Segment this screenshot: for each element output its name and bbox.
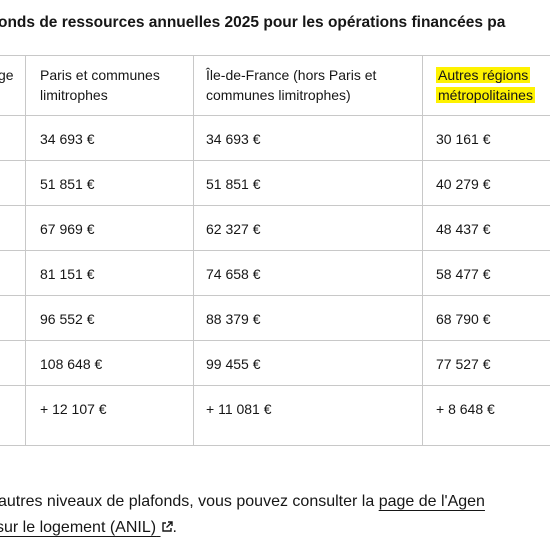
header-cell: Île-de-France (hors Paris et communes li… — [206, 65, 411, 105]
table-cell: 51 851 € — [40, 176, 95, 192]
table-cell: 81 151 € — [40, 266, 95, 282]
table-cell: 58 477 € — [436, 266, 491, 282]
table-cell: 48 437 € — [436, 221, 491, 237]
table-cell: 108 648 € — [40, 356, 103, 372]
header-text: Autres régions métropolitaines — [436, 67, 535, 103]
header-text: ge — [0, 67, 14, 83]
row-border — [0, 445, 550, 446]
header-cell: Paris et communes limitrophes — [40, 65, 190, 105]
row-border — [0, 385, 550, 386]
row-border — [0, 205, 550, 206]
table-cell: + 11 081 € — [206, 401, 272, 417]
row-border — [0, 295, 550, 296]
table-cell: 34 693 € — [206, 131, 261, 147]
header-text: Île-de-France (hors Paris et communes li… — [206, 67, 377, 103]
row-border — [0, 160, 550, 161]
footer-end: . — [172, 519, 177, 536]
table-cell: + 8 648 € — [436, 401, 495, 417]
col-border — [25, 55, 26, 445]
row-border — [0, 55, 550, 56]
table-cell: 74 658 € — [206, 266, 261, 282]
external-icon — [161, 521, 173, 532]
table-cell: 51 851 € — [206, 176, 261, 192]
table-title: onds de ressources annuelles 2025 pour l… — [0, 14, 506, 31]
table-cell: 99 455 € — [206, 356, 261, 372]
row-border — [0, 115, 550, 116]
header-text: Paris et communes limitrophes — [40, 67, 160, 103]
header-cell: Autres régions métropolitaines — [436, 65, 550, 105]
col-border — [422, 55, 423, 445]
table-cell: 30 161 € — [436, 131, 491, 147]
footer-line: autres niveaux de plafonds, vous pouvez … — [0, 489, 485, 515]
footer-link-text[interactable]: sur le logement (ANIL) — [0, 519, 157, 536]
table-cell: 67 969 € — [40, 221, 95, 237]
row-border — [0, 340, 550, 341]
table-cell: 77 527 € — [436, 356, 491, 372]
header-cell: ge — [0, 65, 28, 85]
footer-line: sur le logement (ANIL) . — [0, 515, 177, 541]
table-cell: 88 379 € — [206, 311, 261, 327]
table-cell: + 12 107 € — [40, 401, 107, 417]
footer-text: autres niveaux de plafonds, vous pouvez … — [0, 493, 375, 510]
row-border — [0, 250, 550, 251]
table-cell: 96 552 € — [40, 311, 95, 327]
col-border — [193, 55, 194, 445]
footer-link[interactable]: sur le logement (ANIL) — [0, 519, 173, 536]
table-cell: 40 279 € — [436, 176, 491, 192]
table-cell: 34 693 € — [40, 131, 95, 147]
table-cell: 62 327 € — [206, 221, 261, 237]
footer-link[interactable]: page de l'Agen — [378, 493, 485, 510]
table-cell: 68 790 € — [436, 311, 491, 327]
